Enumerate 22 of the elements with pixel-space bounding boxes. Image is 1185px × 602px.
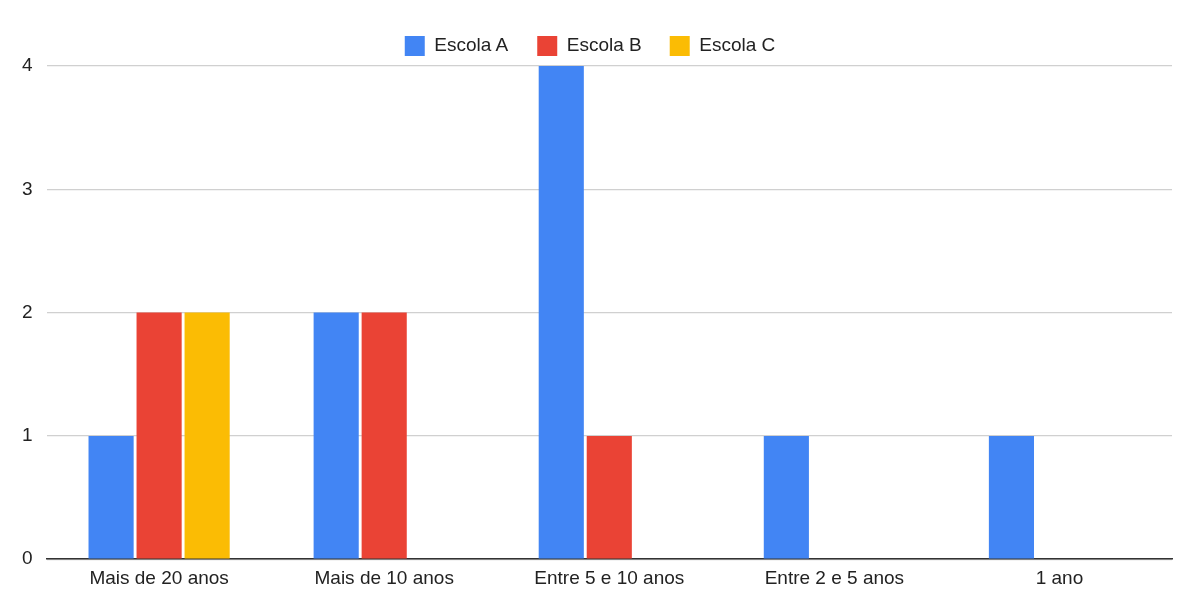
y-tick-label: 3 xyxy=(21,177,33,199)
bar xyxy=(586,435,632,559)
y-tick-label: 0 xyxy=(21,547,33,569)
bar xyxy=(538,66,584,559)
legend-label: Escola C xyxy=(699,34,776,56)
x-tick-label: Mais de 10 anos xyxy=(314,566,454,588)
bar xyxy=(88,435,134,559)
y-tick-label: 2 xyxy=(21,300,33,322)
y-tick-label: 1 xyxy=(21,424,33,446)
legend-label: Escola B xyxy=(566,34,642,56)
bar xyxy=(763,435,809,559)
x-tick-label: Entre 2 e 5 anos xyxy=(764,566,905,588)
x-tick-label: Entre 5 e 10 anos xyxy=(534,566,685,588)
bar xyxy=(313,312,359,559)
y-tick-label: 4 xyxy=(21,54,33,76)
bar xyxy=(184,312,230,559)
x-tick-label: Mais de 20 anos xyxy=(89,566,229,588)
bar xyxy=(988,435,1035,559)
bar xyxy=(136,312,182,559)
bar xyxy=(361,312,407,559)
legend-label: Escola A xyxy=(434,34,509,56)
x-tick-label: 1 ano xyxy=(1035,566,1084,588)
